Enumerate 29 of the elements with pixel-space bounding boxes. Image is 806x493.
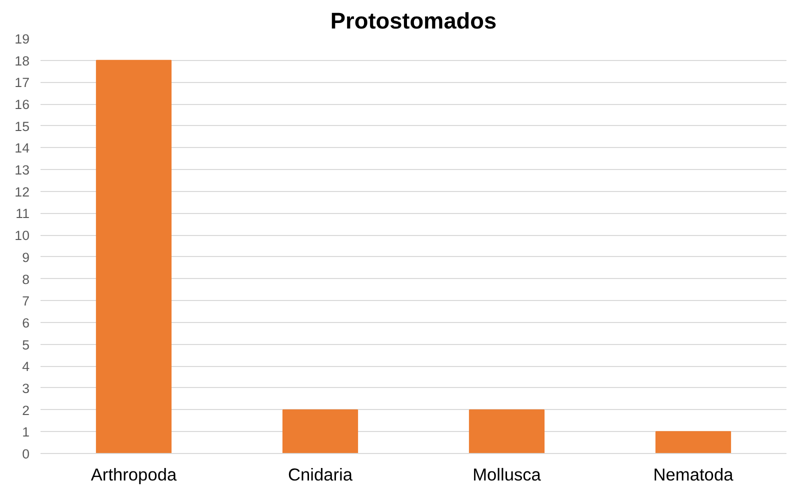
chart-title: Protostomados xyxy=(330,8,497,34)
y-tick-label: 14 xyxy=(14,140,30,156)
bar xyxy=(282,409,358,454)
y-tick-label: 4 xyxy=(22,359,30,374)
y-tick-label: 1 xyxy=(22,424,30,440)
y-tick-label: 6 xyxy=(22,315,30,330)
y-tick-label: 18 xyxy=(14,53,30,68)
y-tick-label: 13 xyxy=(14,162,30,178)
y-tick-label: 7 xyxy=(22,294,30,309)
y-tick-label: 3 xyxy=(22,380,30,396)
y-tick-label: 5 xyxy=(22,337,30,352)
bar xyxy=(96,60,172,454)
y-tick-label: 16 xyxy=(14,97,30,112)
y-tick-label: 17 xyxy=(14,75,30,90)
bar xyxy=(468,409,545,454)
y-tick-label: 15 xyxy=(14,118,30,134)
y-tick-label: 19 xyxy=(14,32,30,46)
y-tick-label: 0 xyxy=(22,446,30,462)
y-tick-label: 8 xyxy=(22,272,30,287)
y-tick-label: 2 xyxy=(22,402,30,418)
x-tick-label: Arthropoda xyxy=(90,464,177,484)
x-tick-label: Nematoda xyxy=(653,464,734,484)
x-tick-label: Cnidaria xyxy=(288,464,353,484)
y-tick-label: 10 xyxy=(14,228,30,244)
x-tick-label: Mollusca xyxy=(472,464,542,484)
y-tick-label: 12 xyxy=(14,184,30,200)
y-tick-label: 11 xyxy=(16,206,30,222)
y-tick-label: 9 xyxy=(22,250,30,265)
bar xyxy=(655,431,732,454)
